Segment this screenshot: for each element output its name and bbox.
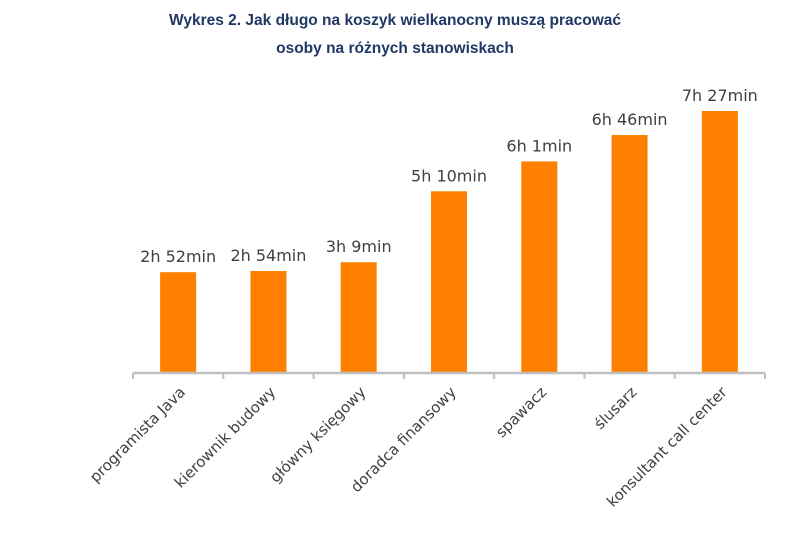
data-label: 2h 54min (230, 246, 306, 265)
x-tick-label: główny księgowy (266, 383, 369, 486)
data-label: 2h 52min (140, 247, 216, 266)
chart-title-line-1: Wykres 2. Jak długo na koszyk wielkanocn… (169, 12, 621, 29)
x-tick-label: ślusarz (591, 383, 641, 433)
chart-title-line-2: osoby na różnych stanowiskach (276, 40, 514, 57)
bar (160, 272, 197, 373)
x-tick-label: kierownik budowy (171, 383, 280, 492)
x-tick-label: spawacz (492, 383, 550, 441)
bar (340, 262, 377, 373)
bar (611, 135, 648, 373)
data-label: 3h 9min (326, 237, 392, 256)
bar (431, 191, 467, 373)
data-label: 7h 27min (682, 86, 758, 105)
bar (250, 271, 287, 373)
data-label: 6h 1min (506, 136, 572, 155)
data-label: 6h 46min (592, 110, 668, 129)
data-label: 5h 10min (411, 166, 487, 185)
bar (701, 111, 738, 373)
bar (521, 161, 558, 373)
x-tick-label: programista Java (86, 383, 189, 486)
